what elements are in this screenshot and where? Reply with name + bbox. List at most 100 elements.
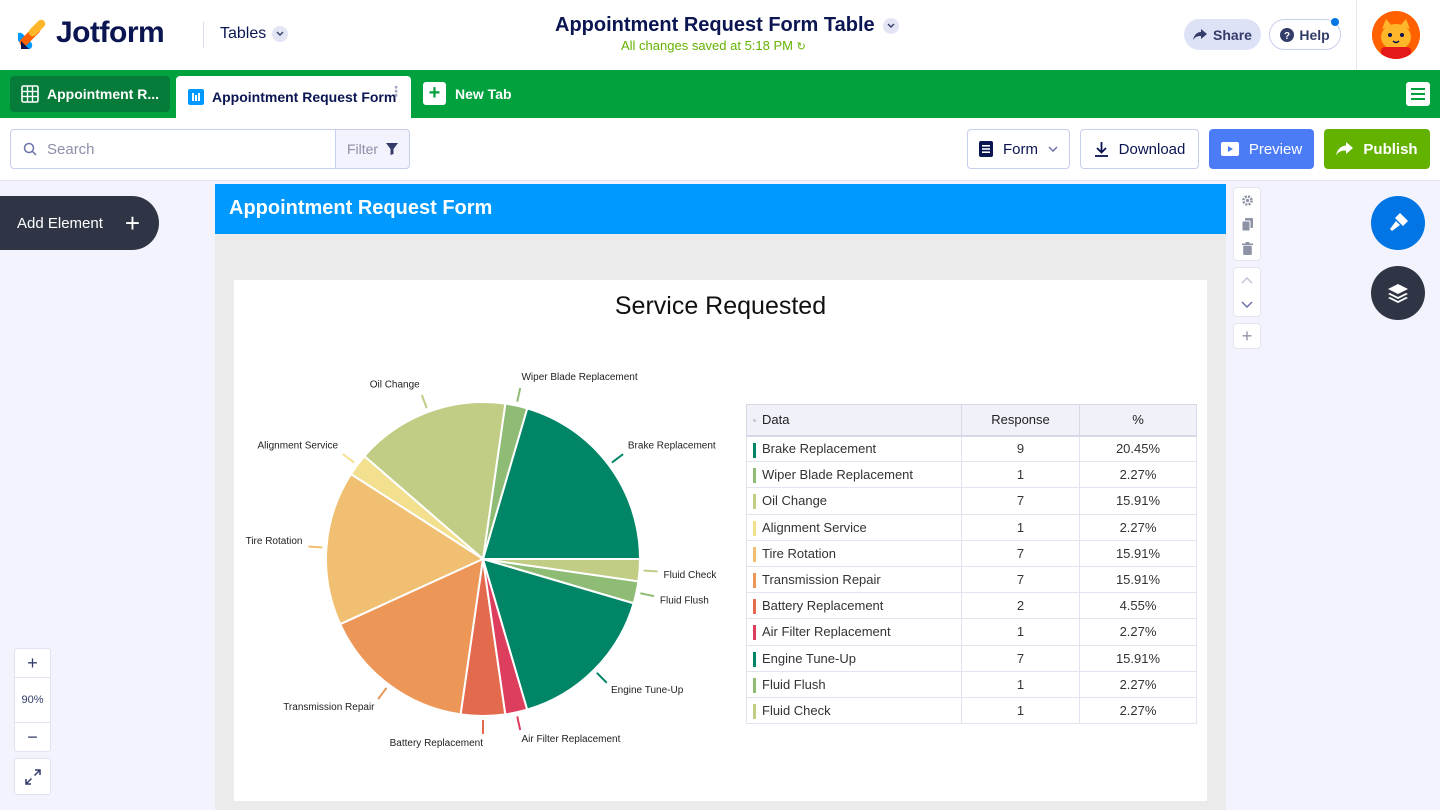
pie-chart: Brake Replacement Wiper Blade Replacement… [246, 372, 718, 749]
form-dropdown-button[interactable]: Form [967, 129, 1070, 169]
duplicate-icon[interactable] [1234, 212, 1260, 236]
plus-icon[interactable]: + [1241, 325, 1253, 346]
download-button[interactable]: Download [1080, 129, 1199, 169]
row-label-text: Alignment Service [762, 519, 867, 535]
tab-label: Appointment R... [47, 86, 159, 102]
slice-label: Wiper Blade Replacement [521, 372, 637, 383]
help-circle-icon: ? [1280, 27, 1295, 42]
row-label: Alignment Service [746, 514, 962, 541]
row-response: 7 [961, 645, 1080, 672]
table-row: Fluid Check 1 2.27% [746, 697, 1197, 725]
row-label-text: Engine Tune-Up [762, 650, 856, 666]
pie-slice [481, 557, 635, 711]
help-button[interactable]: ? Help [1269, 18, 1341, 50]
tab-appointment-report[interactable]: Appointment Request Form ⋮ [176, 76, 411, 118]
help-label: Help [1299, 26, 1330, 43]
add-element-button[interactable]: Add Element + [0, 196, 159, 250]
jotform-logo-icon [18, 19, 46, 49]
label-leader-line [611, 453, 624, 464]
color-swatch [753, 442, 756, 458]
preview-label: Preview [1248, 140, 1303, 158]
notification-dot [1331, 18, 1339, 26]
table-row: Transmission Repair 7 15.91% [746, 566, 1197, 594]
pie-slice [362, 401, 507, 561]
row-response: 9 [961, 434, 1080, 463]
response-table: Data Response % Brake Replacement 9 20.45%… [746, 404, 1197, 725]
slice-label: Brake Replacement [628, 441, 716, 452]
zoom-out-button[interactable]: − [14, 722, 51, 752]
column-header-data[interactable]: Data [746, 404, 962, 436]
row-percent: 2.27% [1079, 671, 1197, 698]
fullscreen-button[interactable] [14, 758, 51, 795]
save-status-text: All changes saved at 5:18 PM [621, 38, 793, 53]
publish-button[interactable]: Publish [1324, 129, 1430, 169]
form-title-bar: Appointment Request Form [215, 184, 1226, 234]
color-swatch [753, 651, 756, 667]
zoom-in-button[interactable]: + [14, 648, 51, 678]
search-box[interactable] [10, 129, 336, 169]
slice-label: Engine Tune-Up [611, 685, 684, 696]
share-arrow-icon [1193, 28, 1208, 40]
jotform-logo[interactable]: Jotform [18, 16, 165, 50]
pie-slice [482, 558, 642, 583]
form-designer-button[interactable] [1371, 196, 1425, 250]
share-button[interactable]: Share [1184, 19, 1261, 50]
chevron-up-icon[interactable] [1234, 268, 1260, 292]
table-grid-icon [21, 85, 39, 103]
chevron-down-icon[interactable] [1234, 292, 1260, 316]
row-response: 1 [961, 514, 1080, 541]
row-label: Battery Replacement [746, 592, 962, 620]
filter-button[interactable]: Filter [335, 129, 410, 169]
svg-text:?: ? [1284, 31, 1290, 42]
table-row: Fluid Flush 1 2.27% [746, 671, 1197, 698]
row-label: Transmission Repair [746, 566, 962, 594]
gear-icon[interactable] [1234, 188, 1260, 212]
column-header-percent[interactable]: % [1079, 404, 1197, 436]
row-percent: 2.27% [1079, 697, 1197, 725]
label-leader-line [516, 387, 522, 402]
search-input[interactable] [47, 140, 307, 158]
slice-label: Transmission Repair [283, 702, 375, 713]
filter-label: Filter [346, 141, 379, 157]
new-tab-button[interactable]: + New Tab [423, 82, 512, 105]
hamburger-menu-icon[interactable] [1406, 82, 1430, 106]
row-label: Fluid Check [746, 697, 962, 725]
more-options-icon[interactable]: ⋮ [389, 83, 403, 99]
color-swatch [753, 599, 756, 615]
document-title[interactable]: Appointment Request Form Table [555, 14, 899, 37]
label-leader-line [640, 592, 655, 598]
layers-button[interactable] [1371, 266, 1425, 320]
search-icon [23, 142, 37, 156]
report-chart-icon [188, 89, 204, 105]
color-swatch [753, 677, 756, 693]
tab-label: Appointment Request Form [212, 89, 397, 105]
user-avatar[interactable] [1372, 11, 1420, 59]
row-label-text: Battery Replacement [762, 598, 884, 614]
header-divider [203, 22, 204, 48]
row-response: 1 [961, 671, 1080, 698]
chart-report-card[interactable]: Service Requested Brake Replacement Wiper… [234, 280, 1207, 801]
add-element-label: Add Element [17, 214, 103, 232]
slice-label: Fluid Check [664, 570, 718, 581]
play-screen-icon [1220, 142, 1239, 156]
row-label: Tire Rotation [746, 540, 962, 567]
row-response: 2 [961, 592, 1080, 620]
header-divider [1356, 0, 1357, 70]
color-swatch [753, 494, 756, 510]
table-header-row: Data Response % [746, 404, 1197, 436]
tables-dropdown[interactable]: Tables [220, 25, 289, 43]
preview-button[interactable]: Preview [1209, 129, 1314, 169]
column-header-response[interactable]: Response [961, 404, 1080, 436]
row-percent: 2.27% [1079, 514, 1197, 541]
slice-label: Air Filter Replacement [521, 734, 620, 745]
tab-appointment-table[interactable]: Appointment R... [10, 76, 170, 112]
color-swatch [753, 703, 756, 719]
color-swatch [753, 520, 756, 536]
plus-icon: + [423, 82, 446, 105]
row-label: Engine Tune-Up [746, 645, 962, 672]
chart-title: Service Requested [614, 292, 827, 320]
color-swatch [753, 468, 756, 484]
expand-icon [24, 768, 41, 785]
trash-icon[interactable] [1234, 236, 1260, 260]
pie-slice [481, 407, 642, 560]
